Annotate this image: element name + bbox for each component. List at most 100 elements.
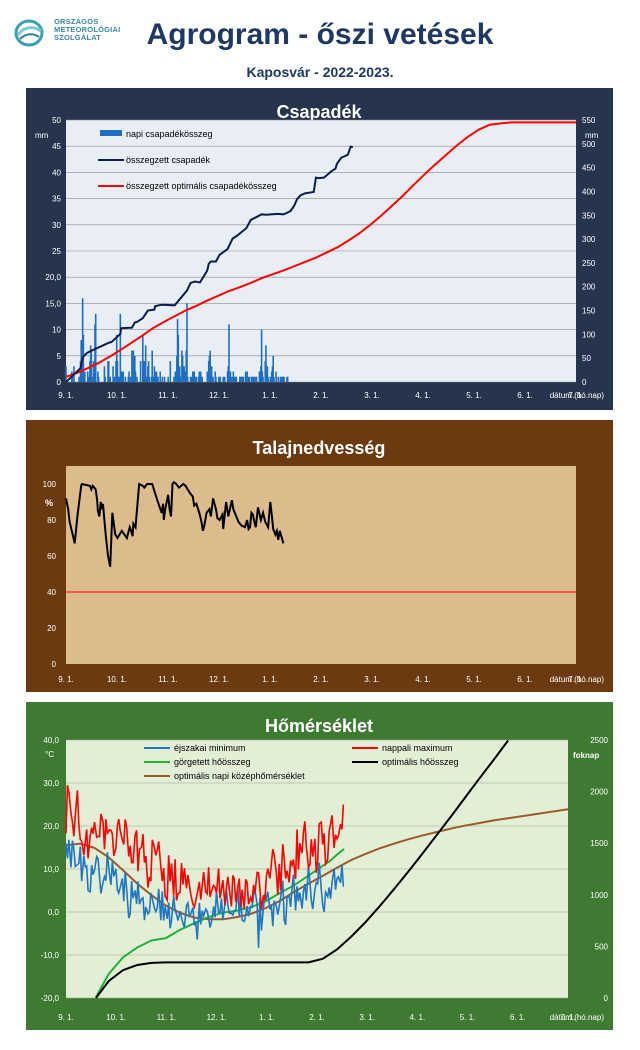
y-tick-label: 100 bbox=[43, 480, 57, 489]
y-right-tick-label: 0 bbox=[582, 378, 587, 387]
legend-day-max: nappali maximum bbox=[382, 743, 453, 753]
daily-precip-bar bbox=[161, 376, 164, 382]
daily-precip-bar bbox=[115, 334, 118, 382]
x-tick-label: 6. 1. bbox=[510, 1013, 526, 1022]
y-tick-label: 10,0 bbox=[43, 865, 59, 874]
y-right-tick-label: 2500 bbox=[590, 736, 608, 745]
x-tick-label: 3. 1. bbox=[364, 675, 380, 684]
omsz-swirl-icon bbox=[14, 19, 44, 47]
x-tick-label: 5. 1. bbox=[466, 675, 482, 684]
daily-precip-bar bbox=[157, 376, 159, 382]
daily-precip-bar bbox=[267, 376, 269, 382]
y-right-tick-label: 400 bbox=[582, 187, 596, 196]
y-right-tick-label: 50 bbox=[582, 354, 591, 363]
y-right-tick-label: 500 bbox=[595, 942, 609, 951]
daily-precip-bar bbox=[198, 371, 201, 382]
precipitation-right-ticks: 0 50 100 150 200 250 300 350 400 450 500 550 bbox=[582, 116, 596, 387]
page-title: Agrogram - őszi vetések bbox=[146, 18, 494, 51]
daily-precip-bar bbox=[141, 334, 144, 382]
daily-precip-bar bbox=[286, 376, 289, 382]
x-tick-label: 3. 1. bbox=[359, 1013, 375, 1022]
y-tick-label: 20 bbox=[47, 624, 56, 633]
y-right-tick-label: 1500 bbox=[590, 839, 608, 848]
y-right-tick-label: 250 bbox=[582, 259, 596, 268]
x-tick-label: 12. 1. bbox=[209, 391, 229, 400]
daily-precip-bar bbox=[173, 376, 175, 382]
omsz-logo: ORSZÁGOS METEOROLÓGIAI SZOLGÁLAT bbox=[14, 18, 134, 52]
daily-precip-bar bbox=[122, 371, 125, 382]
x-tick-label: 2. 1. bbox=[309, 1013, 325, 1022]
legend-cumulative: összegzett csapadék bbox=[126, 155, 211, 165]
y-tick-label: 20,0 bbox=[43, 822, 59, 831]
legend-opt-mean: optimális napi középhőmérséklet bbox=[174, 771, 305, 781]
daily-precip-bar bbox=[87, 376, 90, 382]
y-tick-label: 10 bbox=[52, 326, 61, 335]
logo-line-2: METEOROLÓGIAI bbox=[54, 25, 121, 34]
temperature-x-ticks: 9. 1. 10. 1. 11. 1. 12. 1. 1. 1. 2. 1. 3. 1. 4.… bbox=[58, 1013, 576, 1022]
daily-precip-bar bbox=[153, 366, 156, 382]
daily-precip-bar bbox=[209, 350, 211, 382]
daily-precip-bar bbox=[151, 350, 154, 382]
daily-precip-bar bbox=[210, 366, 213, 382]
daily-precip-bar bbox=[215, 376, 217, 382]
legend-rolling-heat: görgetett hőösszeg bbox=[174, 757, 251, 767]
y-tick-label: 40 bbox=[52, 168, 61, 177]
daily-precip-bar bbox=[246, 371, 248, 382]
daily-precip-bar bbox=[275, 371, 277, 382]
soil-title: Talajnedvesség bbox=[253, 438, 386, 458]
y-tick-label: -10,0 bbox=[41, 951, 60, 960]
daily-precip-bar bbox=[178, 366, 181, 382]
y-tick-label: 5 bbox=[57, 352, 62, 361]
soil-xlabel: dátum (hó.nap) bbox=[550, 675, 605, 684]
precipitation-chart: Csapadék 0 5 10 15,0 20,0 25 30 35 40 45 50 0 50 100… bbox=[26, 88, 613, 410]
daily-precip-bar bbox=[139, 361, 142, 382]
daily-precip-bar bbox=[277, 376, 280, 382]
y-tick-label: 60 bbox=[47, 552, 56, 561]
cumulative-precip-line bbox=[65, 145, 354, 383]
y-tick-label: 45 bbox=[52, 142, 61, 151]
legend-opt-heat: optimális hőösszeg bbox=[382, 757, 459, 767]
precipitation-legend: napi csapadékösszeg összegzett csapadék … bbox=[98, 129, 277, 191]
temperature-right-ticks: 0 500 1000 1500 2000 2500 bbox=[590, 736, 608, 1003]
daily-precip-bar bbox=[186, 303, 188, 382]
daily-precip-bar bbox=[169, 361, 172, 382]
x-tick-label: 12. 1. bbox=[209, 675, 229, 684]
y-right-tick-label: 1000 bbox=[590, 891, 608, 900]
daily-precip-bar bbox=[248, 376, 251, 382]
soil-x-ticks: 9. 1. 10. 1. 11. 1. 12. 1. 1. 1. 2. 1. 3. 1. 4.… bbox=[58, 675, 584, 684]
daily-precip-bar bbox=[242, 376, 245, 382]
y-tick-label: 30 bbox=[52, 221, 61, 230]
optimal-cumulative-precip-line bbox=[65, 121, 576, 378]
daily-precip-bar bbox=[144, 345, 147, 382]
daily-precip-bar bbox=[194, 376, 196, 382]
optimal-mean-temp-line bbox=[65, 808, 569, 921]
daily-precip-bar bbox=[219, 376, 222, 382]
soil-plot-area bbox=[66, 466, 576, 664]
daily-precip-bar bbox=[118, 376, 120, 382]
daily-precip-bar bbox=[159, 371, 161, 382]
y-right-tick-label: 0 bbox=[604, 994, 609, 1003]
precipitation-x-ticks: 9. 1. 10. 1. 11. 1. 12. 1. 1. 1. 2. 1. 3. 1. 4.… bbox=[58, 391, 584, 400]
legend-night-min: éjszakai minimum bbox=[174, 743, 246, 753]
daily-precip-bar bbox=[116, 361, 119, 382]
daily-precip-bar bbox=[119, 313, 122, 382]
daily-precip-bar bbox=[251, 376, 253, 382]
logo-text: ORSZÁGOS METEOROLÓGIAI SZOLGÁLAT bbox=[54, 18, 120, 42]
y-right-tick-label: 350 bbox=[582, 211, 596, 220]
daily-precip-bar bbox=[113, 376, 116, 382]
daily-precip-bar bbox=[177, 334, 180, 382]
daily-precip-bar bbox=[109, 376, 111, 382]
daily-precip-bar bbox=[191, 371, 194, 382]
daily-precip-bar bbox=[148, 376, 151, 382]
daily-precip-bar bbox=[199, 371, 202, 382]
x-tick-label: 10. 1. bbox=[107, 675, 127, 684]
daily-precip-bar bbox=[229, 371, 232, 382]
x-tick-label: 9. 1. bbox=[58, 675, 74, 684]
temperature-ylabel-right: foknap bbox=[573, 751, 599, 760]
daily-precip-bar bbox=[134, 371, 137, 382]
daily-precip-bar bbox=[107, 361, 110, 382]
y-tick-label: 80 bbox=[47, 516, 56, 525]
x-tick-label: 4. 1. bbox=[415, 675, 431, 684]
y-right-tick-label: 100 bbox=[582, 330, 596, 339]
y-right-tick-label: 550 bbox=[582, 116, 596, 125]
